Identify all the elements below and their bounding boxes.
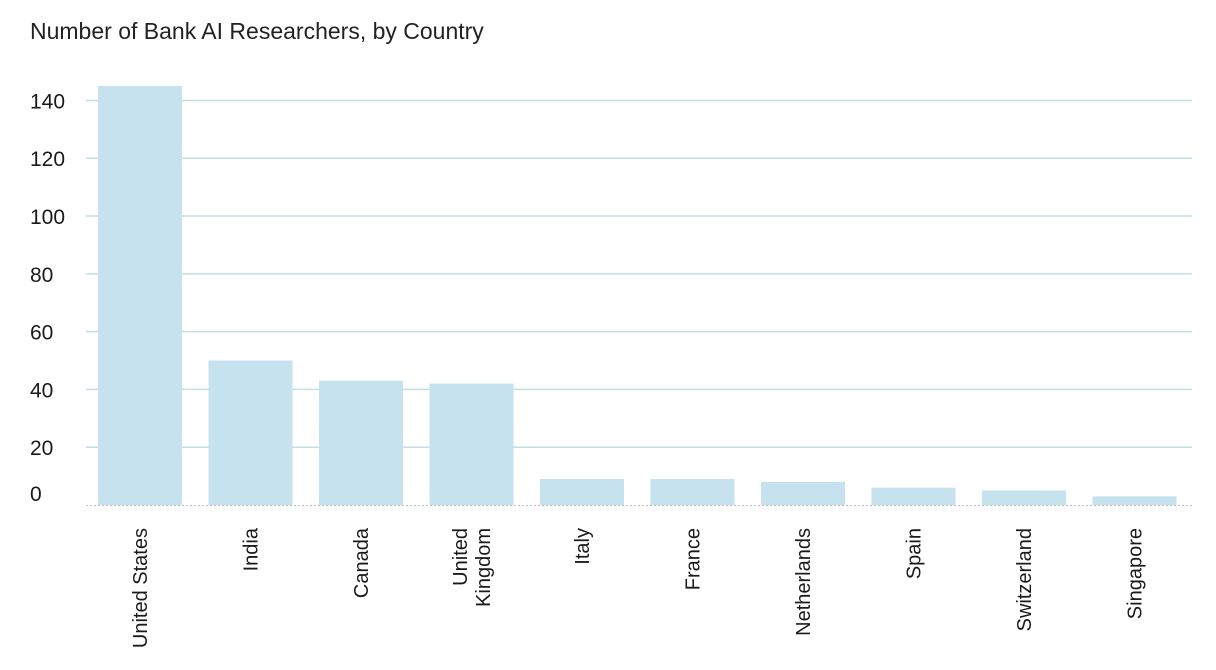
svg-text:Canada: Canada [351,527,373,598]
svg-text:Italy: Italy [572,528,594,565]
x-tick-label: Canada [351,527,373,598]
svg-text:Singapore: Singapore [1125,528,1147,619]
bar-singapore [1092,496,1177,505]
y-tick-label: 20 [30,437,53,460]
svg-text:United States: United States [130,528,152,648]
bar-united-kingdom [429,383,514,505]
svg-text:Switzerland: Switzerland [1014,528,1036,631]
y-axis: 0 20 40 60 80 100 120 140 [30,90,65,506]
x-tick-label: Switzerland [1014,528,1036,631]
chart-title: Number of Bank AI Researchers, by Countr… [30,18,484,44]
bar-italy [540,478,624,505]
y-tick-label: 120 [30,148,65,171]
svg-text:India: India [241,527,263,571]
bar-united-states [98,86,182,505]
x-tick-label: Singapore [1125,528,1147,619]
x-tick-label: Spain [904,528,926,579]
bars [98,86,1177,505]
y-tick-label: 100 [30,206,65,229]
bar-switzerland [982,490,1066,505]
bar-spain [871,487,956,505]
y-tick-label: 80 [30,264,53,287]
x-tick-label: Italy [572,528,594,565]
y-tick-label: 0 [30,483,42,506]
svg-text:Spain: Spain [904,528,926,579]
x-tick-label: India [241,527,263,571]
bar-india [208,360,293,505]
bar-netherlands [761,481,845,505]
bar-france [650,478,735,505]
x-axis: United States India Canada UnitedKingdom Ita… [130,527,1147,648]
y-tick-label: 140 [30,90,65,113]
x-tick-label: UnitedKingdom [450,528,495,607]
y-tick-label: 60 [30,322,53,345]
svg-text:France: France [683,528,705,590]
svg-text:UnitedKingdom: UnitedKingdom [450,528,495,607]
x-tick-label: United States [130,528,152,648]
x-tick-label: Netherlands [793,528,815,636]
x-tick-label: France [683,528,705,590]
y-tick-label: 40 [30,379,53,402]
bar-canada [319,380,403,505]
svg-text:Netherlands: Netherlands [793,528,815,636]
